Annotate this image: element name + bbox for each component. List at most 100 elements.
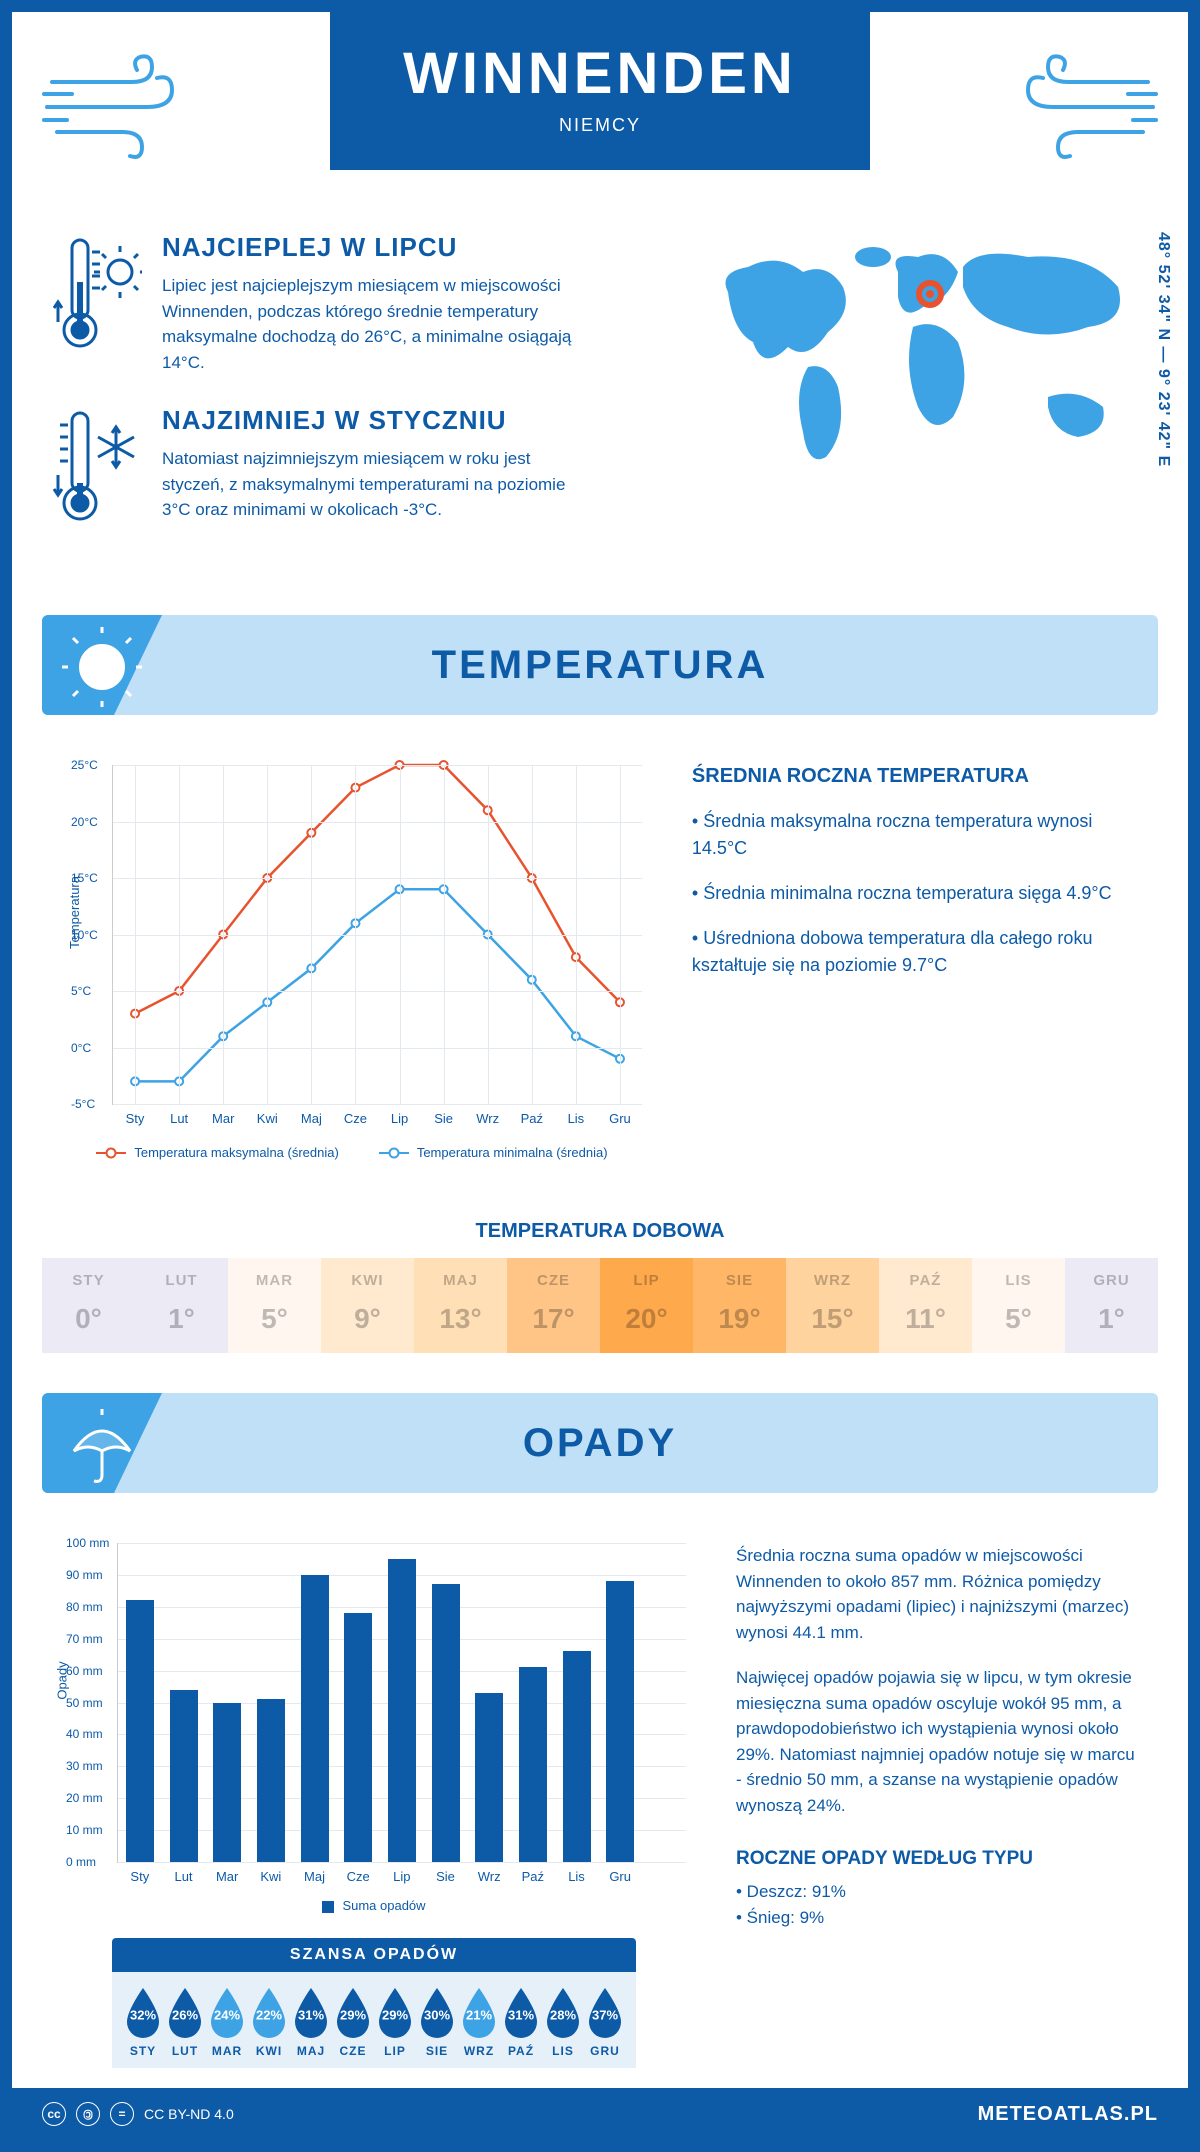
fact-warmest-title: NAJCIEPLEJ W LIPCU — [162, 232, 582, 263]
precip-xtick: Paź — [522, 1869, 544, 1884]
fact-warmest-body: Lipiec jest najcieplejszym miesiącem w m… — [162, 273, 582, 375]
temp-ytick: 25°C — [71, 758, 98, 772]
temp-xtick: Lip — [391, 1111, 408, 1126]
wind-decoration-right — [1008, 52, 1158, 162]
precipitation-section-title: OPADY — [42, 1393, 1158, 1493]
precip-bar — [126, 1600, 154, 1862]
chance-drop-item: 32%STY — [122, 1986, 164, 2058]
precip-bar — [257, 1699, 285, 1862]
chance-drop-item: 24%MAR — [206, 1986, 248, 2058]
world-map — [708, 232, 1148, 492]
precip-xtick: Lip — [393, 1869, 410, 1884]
fact-coldest: NAJZIMNIEJ W STYCZNIU Natomiast najzimni… — [52, 405, 678, 525]
chance-title: SZANSA OPADÓW — [112, 1938, 636, 1972]
precip-ytick: 40 mm — [66, 1727, 103, 1741]
precip-xtick: Wrz — [478, 1869, 501, 1884]
daily-temp-cell: MAR5° — [228, 1258, 321, 1353]
precip-para-1: Średnia roczna suma opadów w miejscowośc… — [736, 1543, 1138, 1645]
daily-temp-title: TEMPERATURA DOBOWA — [12, 1220, 1188, 1243]
temp-ytick: 0°C — [71, 1041, 91, 1055]
precip-bar — [519, 1667, 547, 1862]
umbrella-icon — [62, 1405, 142, 1485]
temp-xtick: Cze — [344, 1111, 367, 1126]
title-banner: WINNENDEN NIEMCY — [330, 12, 870, 170]
temp-bullet: • Uśredniona dobowa temperatura dla całe… — [692, 925, 1138, 979]
precip-ytick: 30 mm — [66, 1759, 103, 1773]
cc-nd-icon: = — [110, 2102, 134, 2126]
precip-type-bullet: • Deszcz: 91% — [736, 1882, 1138, 1902]
precipitation-summary: Średnia roczna suma opadów w miejscowośc… — [736, 1543, 1138, 2068]
precip-xtick: Cze — [347, 1869, 370, 1884]
precip-xtick: Sty — [130, 1869, 149, 1884]
precip-bar — [606, 1581, 634, 1862]
precip-bar — [344, 1613, 372, 1862]
precip-bar — [432, 1584, 460, 1862]
temp-ytick: 10°C — [71, 928, 98, 942]
daily-temp-cell: PAŹ11° — [879, 1258, 972, 1353]
precip-ytick: 80 mm — [66, 1600, 103, 1614]
temp-xtick: Wrz — [476, 1111, 499, 1126]
precipitation-bar-chart: Opady 0 mm10 mm20 mm30 mm40 mm50 mm60 mm… — [117, 1543, 686, 1863]
precip-type-bullet: • Śnieg: 9% — [736, 1908, 1138, 1928]
precip-xtick: Sie — [436, 1869, 455, 1884]
chance-drop-item: 37%GRU — [584, 1986, 626, 2058]
precipitation-legend: Suma opadów — [62, 1898, 686, 1913]
precip-xtick: Lut — [174, 1869, 192, 1884]
precipitation-chance-panel: SZANSA OPADÓW 32%STY26%LUT24%MAR22%KWI31… — [112, 1938, 636, 2068]
page-footer: cc 🄯 = CC BY-ND 4.0 METEOATLAS.PL — [12, 2088, 1188, 2140]
temp-xtick: Lis — [568, 1111, 585, 1126]
precip-xtick: Maj — [304, 1869, 325, 1884]
precip-xtick: Mar — [216, 1869, 238, 1884]
thermometer-hot-icon — [52, 232, 142, 352]
chance-drop-item: 31%PAŹ — [500, 1986, 542, 2058]
page-header: WINNENDEN NIEMCY — [12, 12, 1188, 212]
precip-ytick: 70 mm — [66, 1632, 103, 1646]
precip-xtick: Kwi — [260, 1869, 281, 1884]
chance-drop-item: 26%LUT — [164, 1986, 206, 2058]
license-label: CC BY-ND 4.0 — [144, 2106, 234, 2122]
city-title: WINNENDEN — [330, 40, 870, 107]
chance-drop-item: 29%LIP — [374, 1986, 416, 2058]
precip-ytick: 100 mm — [66, 1536, 109, 1550]
temp-xtick: Maj — [301, 1111, 322, 1126]
chance-drop-item: 28%LIS — [542, 1986, 584, 2058]
daily-temp-cell: WRZ15° — [786, 1258, 879, 1353]
chance-drop-item: 22%KWI — [248, 1986, 290, 2058]
precip-xtick: Lis — [568, 1869, 585, 1884]
wind-decoration-left — [42, 52, 192, 162]
fact-coldest-title: NAJZIMNIEJ W STYCZNIU — [162, 405, 582, 436]
temp-xtick: Kwi — [257, 1111, 278, 1126]
daily-temp-cell: GRU1° — [1065, 1258, 1158, 1353]
daily-temp-cell: MAJ13° — [414, 1258, 507, 1353]
temp-xtick: Sie — [434, 1111, 453, 1126]
temp-ytick: 15°C — [71, 871, 98, 885]
temp-xtick: Paź — [521, 1111, 543, 1126]
temp-xtick: Sty — [126, 1111, 145, 1126]
temperature-section-title: TEMPERATURA — [42, 615, 1158, 715]
daily-temp-cell: STY0° — [42, 1258, 135, 1353]
sun-icon — [62, 627, 142, 707]
cc-icon: cc — [42, 2102, 66, 2126]
chance-drop-item: 21%WRZ — [458, 1986, 500, 2058]
precip-xtick: Gru — [609, 1869, 631, 1884]
temp-ytick: 20°C — [71, 815, 98, 829]
precip-type-title: ROCZNE OPADY WEDŁUG TYPU — [736, 1848, 1138, 1870]
country-label: NIEMCY — [330, 115, 870, 136]
daily-temp-cell: LIP20° — [600, 1258, 693, 1353]
precip-bar — [301, 1575, 329, 1862]
precip-ytick: 60 mm — [66, 1664, 103, 1678]
chance-drop-item: 31%MAJ — [290, 1986, 332, 2058]
section-header-temperature: TEMPERATURA — [42, 615, 1158, 715]
thermometer-cold-icon — [52, 405, 142, 525]
temp-bullet: • Średnia minimalna roczna temperatura s… — [692, 880, 1138, 907]
daily-temp-cell: LIS5° — [972, 1258, 1065, 1353]
fact-coldest-body: Natomiast najzimniejszym miesiącem w rok… — [162, 446, 582, 523]
temp-ytick: -5°C — [71, 1097, 95, 1111]
legend-temp-min: Temperatura minimalna (średnia) — [417, 1145, 608, 1160]
temperature-legend: Temperatura maksymalna (średnia) Tempera… — [62, 1145, 642, 1160]
precip-ytick: 50 mm — [66, 1696, 103, 1710]
temp-summary-title: ŚREDNIA ROCZNA TEMPERATURA — [692, 765, 1138, 788]
precip-ytick: 20 mm — [66, 1791, 103, 1805]
daily-temperature-table: STY0°LUT1°MAR5°KWI9°MAJ13°CZE17°LIP20°SI… — [42, 1258, 1158, 1353]
daily-temp-cell: LUT1° — [135, 1258, 228, 1353]
